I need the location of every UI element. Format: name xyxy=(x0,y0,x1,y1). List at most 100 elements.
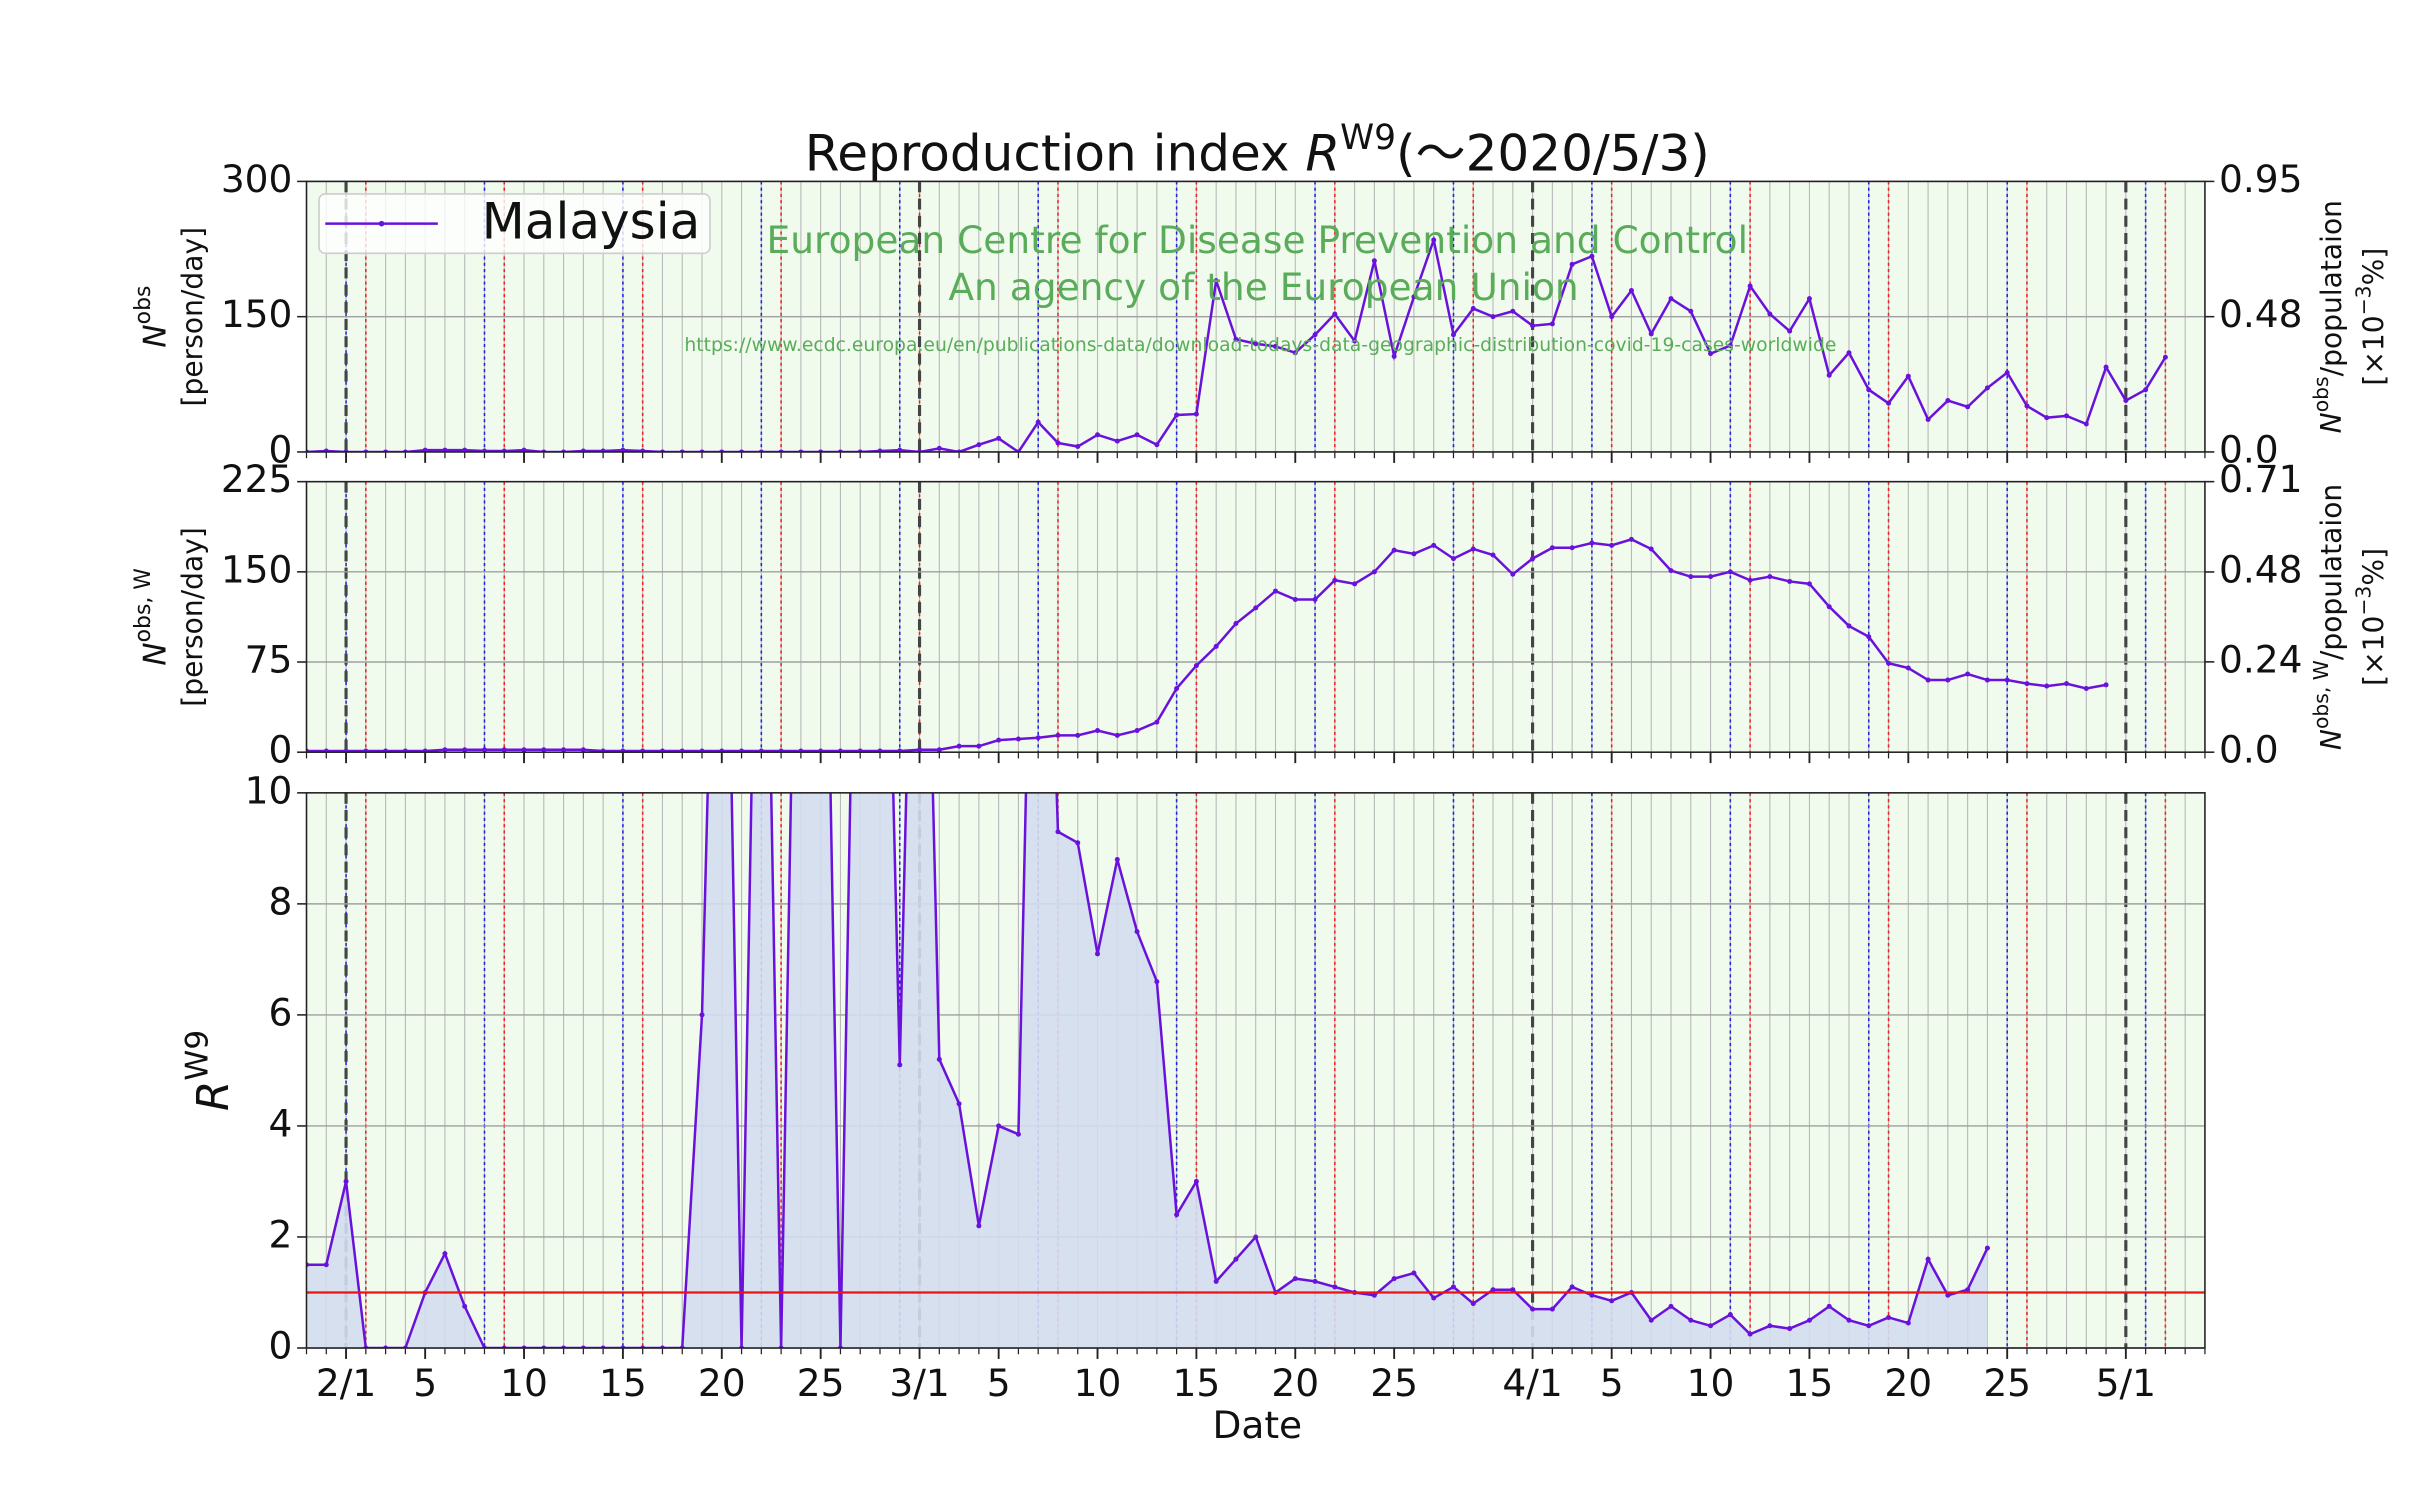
y-tick-label: 150 xyxy=(221,292,293,336)
marker xyxy=(541,747,547,753)
marker xyxy=(1806,581,1812,587)
x-tick-label: 25 xyxy=(1983,1361,2031,1405)
marker xyxy=(798,748,804,753)
marker xyxy=(620,447,626,452)
marker xyxy=(1708,1323,1714,1329)
marker xyxy=(1826,372,1832,378)
marker xyxy=(1984,677,1990,683)
marker xyxy=(1075,444,1081,450)
marker xyxy=(422,748,428,753)
marker xyxy=(1668,1303,1674,1309)
y2-axis-unit: [×10−3%] xyxy=(2351,548,2390,686)
x-tick-label: 20 xyxy=(698,1361,746,1405)
y2-axis-unit: [×10−3%] xyxy=(2351,248,2390,386)
marker xyxy=(1174,685,1180,691)
y2-axis-label: Nobs/populataion xyxy=(2309,200,2348,433)
data-layer xyxy=(306,235,2168,452)
marker xyxy=(1668,568,1674,574)
marker xyxy=(1688,308,1694,314)
marker xyxy=(2083,685,2089,691)
y2-unit-text: [×10 xyxy=(2357,616,2390,686)
marker xyxy=(1450,556,1456,562)
marker xyxy=(1965,1287,1971,1293)
marker xyxy=(1589,253,1595,259)
y2-label-text: /populataion xyxy=(2315,484,2348,660)
marker xyxy=(2064,681,2070,687)
y-tick-label: 225 xyxy=(221,457,293,501)
marker xyxy=(1846,350,1852,356)
marker xyxy=(1114,732,1120,738)
marker xyxy=(1292,596,1298,602)
marker xyxy=(1826,1303,1832,1309)
y2-axis-label: Nobs, W/populataion xyxy=(2309,484,2348,750)
y2-unit-sup: −3 xyxy=(2351,285,2375,315)
y-label-symbol: R xyxy=(188,1081,239,1111)
marker xyxy=(2162,354,2168,360)
marker xyxy=(1569,545,1575,551)
marker xyxy=(976,743,982,749)
marker xyxy=(600,448,606,452)
marker xyxy=(1609,542,1615,548)
marker xyxy=(1747,283,1753,289)
x-tick-label: 20 xyxy=(1884,1361,1932,1405)
marker xyxy=(1866,634,1872,640)
source-line2: An agency of the European Union xyxy=(948,265,1578,309)
marker xyxy=(1628,536,1634,542)
marker xyxy=(1411,1270,1417,1276)
marker xyxy=(1055,829,1061,835)
data-layer xyxy=(306,792,2205,1348)
marker xyxy=(1727,569,1733,575)
title-sup: W9 xyxy=(1340,118,1396,158)
data-layer xyxy=(306,536,2109,753)
legend-marker xyxy=(378,220,385,227)
marker xyxy=(1609,314,1615,320)
marker xyxy=(2103,364,2109,370)
marker xyxy=(1253,1234,1259,1240)
marker xyxy=(1846,1317,1852,1323)
y-tick-label: 0 xyxy=(269,1323,293,1367)
y2-label-symbol: N xyxy=(2315,729,2348,750)
y-tick-label: 0 xyxy=(269,427,293,471)
marker xyxy=(600,748,606,753)
marker xyxy=(1530,323,1536,329)
marker xyxy=(1530,1306,1536,1312)
marker xyxy=(1984,385,1990,391)
marker xyxy=(1787,578,1793,584)
marker xyxy=(1510,308,1516,314)
x-tick-label: 2/1 xyxy=(316,1361,376,1405)
marker xyxy=(996,435,1002,441)
marker xyxy=(561,747,567,753)
marker xyxy=(976,1223,982,1229)
line xyxy=(306,538,2107,753)
marker xyxy=(1490,314,1496,320)
marker xyxy=(1312,1278,1318,1284)
y-tick-label: 2 xyxy=(269,1212,293,1256)
marker xyxy=(1015,736,1021,742)
marker xyxy=(877,448,883,452)
marker xyxy=(1213,1278,1219,1284)
title-suffix: (～2020/5/3) xyxy=(1396,124,1710,182)
marker xyxy=(462,447,468,452)
chart-title: Reproduction index RW9(～2020/5/3) xyxy=(805,118,1710,182)
marker xyxy=(877,748,883,753)
x-axis-label: Date xyxy=(1212,1403,1302,1447)
marker xyxy=(343,748,349,753)
marker xyxy=(897,748,903,753)
marker xyxy=(383,748,389,753)
marker xyxy=(1114,856,1120,862)
marker xyxy=(1905,1320,1911,1326)
marker xyxy=(1035,735,1041,741)
marker xyxy=(402,748,408,753)
marker xyxy=(1569,261,1575,267)
y2-tick-label: 0.0 xyxy=(2219,427,2279,471)
marker xyxy=(1806,1317,1812,1323)
legend-label: Malaysia xyxy=(482,193,701,251)
marker xyxy=(2004,370,2010,376)
marker xyxy=(1292,350,1298,356)
marker xyxy=(501,448,507,452)
marker xyxy=(1984,1245,1990,1251)
y-tick-label: 10 xyxy=(245,768,293,812)
